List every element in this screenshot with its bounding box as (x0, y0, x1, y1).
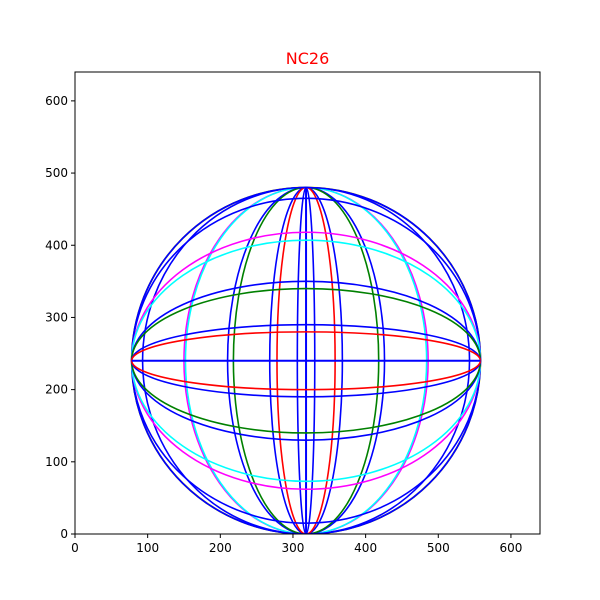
y-tick-label: 600 (45, 94, 68, 108)
y-axis: 0 100 200 300 400 500 600 (45, 94, 75, 541)
x-axis: 0 100 200 300 400 500 600 (71, 534, 522, 555)
x-tick-label: 300 (282, 541, 305, 555)
y-tick-label: 100 (45, 455, 68, 469)
chart-title: NC26 (286, 49, 330, 68)
x-tick-label: 600 (499, 541, 522, 555)
y-tick-label: 0 (60, 527, 68, 541)
y-tick-label: 200 (45, 383, 68, 397)
series-layer (130, 186, 482, 534)
x-tick-label: 200 (209, 541, 232, 555)
y-tick-label: 400 (45, 238, 68, 252)
y-tick-label: 500 (45, 166, 68, 180)
x-tick-label: 0 (71, 541, 79, 555)
x-tick-label: 500 (427, 541, 450, 555)
plot-frame (74, 71, 541, 535)
y-tick-label: 300 (45, 310, 68, 324)
x-tick-label: 100 (136, 541, 159, 555)
x-tick-label: 400 (354, 541, 377, 555)
